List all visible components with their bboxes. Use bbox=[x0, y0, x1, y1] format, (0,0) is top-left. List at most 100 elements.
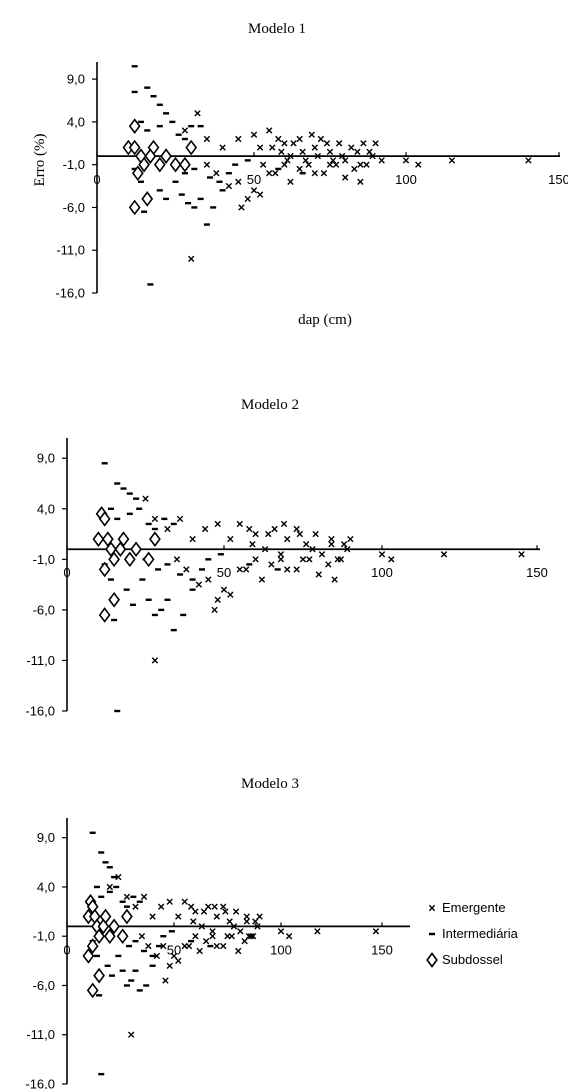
emergente-marker bbox=[106, 883, 113, 891]
chart-panel-1: Modelo 1 9,0 4,0 -1,0 -6,0 -11,0 -16,0 0 50 100 15… bbox=[32, 21, 568, 328]
emergente-marker bbox=[372, 928, 380, 935]
subdossel-marker bbox=[108, 591, 120, 608]
subdossel-marker bbox=[128, 199, 141, 216]
emergente-marker bbox=[388, 556, 395, 563]
subdossel-marker bbox=[169, 156, 182, 173]
legend-label: Intermediária bbox=[442, 926, 519, 941]
intermediaria-marker bbox=[115, 954, 122, 958]
emergente-marker bbox=[214, 520, 221, 528]
intermediaria-marker bbox=[106, 890, 113, 894]
emergente-marker bbox=[281, 140, 288, 147]
intermediaria-marker bbox=[244, 159, 251, 162]
intermediaria-marker bbox=[181, 172, 188, 175]
intermediaria-marker bbox=[96, 994, 103, 997]
intermediaria-marker bbox=[98, 851, 105, 854]
emergente-marker bbox=[151, 657, 159, 664]
subdossel-marker bbox=[97, 918, 110, 935]
emergente-marker bbox=[237, 928, 244, 935]
emergente-marker bbox=[211, 606, 218, 614]
emergente-marker bbox=[228, 933, 235, 940]
emergente-marker bbox=[332, 161, 340, 168]
intermediaria-marker bbox=[203, 223, 210, 226]
subdossel-marker bbox=[116, 928, 129, 945]
emergente-marker bbox=[242, 566, 250, 573]
emergente-marker bbox=[369, 152, 376, 160]
intermediaria-marker bbox=[205, 558, 212, 561]
subdossel-marker bbox=[108, 918, 120, 935]
intermediaria-marker bbox=[275, 167, 282, 171]
x-tick-label: 0 bbox=[63, 942, 70, 957]
intermediaria-marker bbox=[191, 206, 198, 209]
emergente-marker bbox=[145, 942, 152, 950]
intermediaria-marker bbox=[145, 598, 152, 601]
x-tick-label: 0 bbox=[63, 565, 70, 580]
emergente-marker bbox=[363, 161, 370, 168]
emergente-marker bbox=[269, 144, 276, 151]
intermediaria-marker bbox=[108, 974, 115, 977]
legend: Emergente Intermediária Subdossel bbox=[426, 900, 519, 968]
intermediaria-marker bbox=[123, 984, 130, 987]
emergente-marker bbox=[213, 942, 220, 950]
emergente-marker bbox=[227, 535, 234, 543]
intermediaria-marker bbox=[181, 137, 188, 141]
emergente-marker bbox=[187, 903, 195, 910]
x-tick-label: 50 bbox=[167, 942, 181, 957]
emergente-marker bbox=[209, 933, 216, 940]
emergente-marker bbox=[277, 928, 285, 935]
emergente-marker bbox=[252, 530, 259, 538]
intermediaria-marker bbox=[107, 578, 114, 581]
chart-panel-2: Modelo 2 9,0 4,0 -1,0 -6,0 -11,0 -16,0 0 50 100 15… bbox=[25, 397, 547, 719]
emergente-marker bbox=[266, 127, 273, 134]
intermediaria-marker bbox=[132, 939, 139, 943]
emergente-marker bbox=[338, 152, 346, 160]
intermediaria-marker bbox=[136, 507, 143, 510]
emergente-marker bbox=[149, 913, 156, 920]
subdossel-marker bbox=[131, 165, 144, 182]
intermediaria-marker bbox=[114, 709, 121, 713]
subdossel-marker bbox=[153, 156, 166, 173]
y-axis-label: Erro (%) bbox=[32, 134, 48, 187]
emergente-marker bbox=[259, 161, 267, 168]
emergente-marker bbox=[205, 903, 212, 910]
emergente-marker bbox=[254, 923, 261, 930]
emergente-marker bbox=[296, 165, 303, 173]
intermediaria-marker bbox=[119, 900, 126, 903]
intermediaria-marker bbox=[136, 989, 143, 992]
emergente-marker bbox=[219, 144, 226, 151]
chart-title: Modelo 2 bbox=[241, 397, 299, 413]
intermediaria-marker bbox=[113, 885, 120, 889]
intermediaria-marker bbox=[156, 103, 163, 106]
intermediaria-marker bbox=[156, 944, 163, 948]
emergente-marker bbox=[238, 204, 245, 211]
subdossel-marker bbox=[92, 531, 105, 547]
y-tick-label: 9,0 bbox=[67, 72, 85, 87]
x-tick-label: 50 bbox=[217, 565, 231, 580]
emergente-marker bbox=[213, 170, 220, 177]
intermediaria-marker bbox=[102, 861, 109, 864]
emergente-marker bbox=[235, 178, 242, 185]
emergente-marker bbox=[175, 913, 182, 920]
intermediaria-marker bbox=[170, 522, 177, 526]
intermediaria-marker bbox=[93, 885, 100, 889]
y-tick-label: 9,0 bbox=[37, 830, 55, 845]
emergente-marker bbox=[277, 556, 285, 563]
emergente-marker bbox=[315, 571, 322, 578]
emergente-marker bbox=[190, 918, 197, 925]
emergente-marker bbox=[183, 566, 190, 573]
intermediaria-marker bbox=[114, 517, 121, 521]
emergente-marker bbox=[314, 928, 321, 935]
emergente-marker bbox=[317, 135, 325, 143]
emergente-marker bbox=[222, 908, 229, 915]
intermediaria-marker bbox=[143, 984, 150, 987]
emergente-marker bbox=[175, 957, 182, 965]
emergente-marker bbox=[372, 140, 379, 147]
intermediaria-marker bbox=[161, 517, 168, 521]
emergente-marker bbox=[189, 535, 196, 543]
emergente-marker bbox=[181, 127, 189, 134]
intermediaria-marker bbox=[217, 553, 224, 556]
emergente-marker bbox=[328, 535, 335, 543]
emergente-marker bbox=[299, 556, 307, 563]
x-tick-label: 100 bbox=[270, 942, 292, 957]
intermediaria-marker bbox=[169, 120, 176, 124]
legend-label: Emergente bbox=[442, 900, 506, 915]
